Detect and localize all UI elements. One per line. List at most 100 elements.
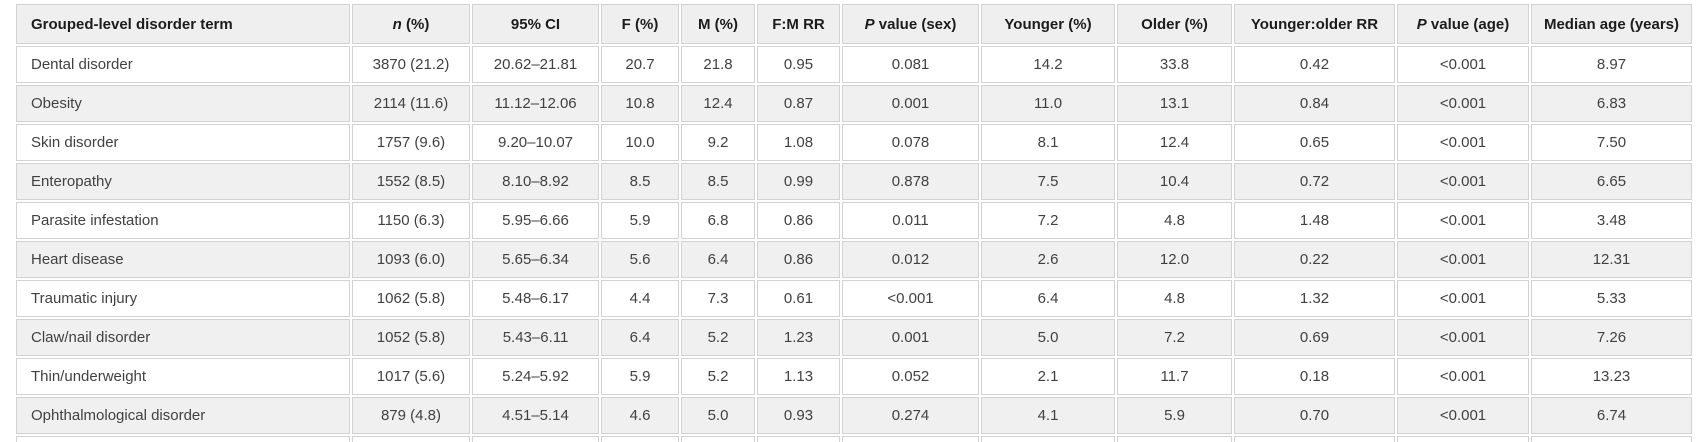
cell-fm-rr: 0.86 [757,202,840,239]
table-row: Thin/underweight 1017 (5.6) 5.24–5.92 5.9 5.… [16,358,1692,395]
cell-older-pct: 4.8 [1117,280,1232,317]
cell-p-value-age: <0.001 [1397,397,1529,434]
header-label: Younger (%) [1004,15,1092,33]
cell-p-value-sex: 0.011 [842,202,979,239]
cell-p-value-sex: 0.878 [842,163,979,200]
cell-older-pct: 11.7 [1117,358,1232,395]
cell-f-pct: 20.7 [601,46,679,83]
cell-n-pct: 1150 (6.3) [352,202,470,239]
header-label: F:M RR [772,15,825,33]
cell-m-pct: 6.8 [681,202,755,239]
cell-median-age: 7.50 [1531,124,1692,161]
cell-younger-pct: 7.5 [981,163,1115,200]
cell-median-age: 6.65 [1531,163,1692,200]
cell-p-value-sex: 0.081 [842,46,979,83]
table-row: Obesity 2114 (11.6) 11.12–12.06 10.8 12.4 0.8… [16,85,1692,122]
cell-clipped [1397,436,1529,442]
table-row: Enteropathy 1552 (8.5) 8.10–8.92 8.5 8.5 0.99… [16,163,1692,200]
cell-older-pct: 12.4 [1117,124,1232,161]
disorder-prevalence-table: Grouped-level disorder term n (%) 95% CI F … [14,2,1694,442]
column-header-p-value-age: P value (age) [1397,4,1529,44]
cell-younger-pct: 5.0 [981,319,1115,356]
cell-f-pct: 4.4 [601,280,679,317]
column-header-younger-older-rr: Younger:older RR [1234,4,1395,44]
cell-median-age: 7.26 [1531,319,1692,356]
cell-median-age: 6.74 [1531,397,1692,434]
cell-term: Claw/nail disorder [16,319,350,356]
cell-ci-95: 5.24–5.92 [472,358,599,395]
cell-m-pct: 12.4 [681,85,755,122]
cell-m-pct: 21.8 [681,46,755,83]
cell-younger-older-rr: 0.42 [1234,46,1395,83]
header-label: Median age (years) [1543,15,1680,33]
cell-younger-pct: 2.1 [981,358,1115,395]
cell-ci-95: 5.95–6.66 [472,202,599,239]
cell-median-age: 6.83 [1531,85,1692,122]
cell-p-value-age: <0.001 [1397,358,1529,395]
cell-p-value-age: <0.001 [1397,280,1529,317]
column-header-term: Grouped-level disorder term [16,4,350,44]
cell-ci-95: 4.51–5.14 [472,397,599,434]
cell-n-pct: 1093 (6.0) [352,241,470,278]
table-row: Traumatic injury 1062 (5.8) 5.48–6.17 4.4 7.… [16,280,1692,317]
table-row: Skin disorder 1757 (9.6) 9.20–10.07 10.0 9.2… [16,124,1692,161]
header-label: 95% CI [510,15,561,33]
header-label: value (age) [1426,15,1510,33]
column-header-n-pct: n (%) [352,4,470,44]
cell-f-pct: 10.8 [601,85,679,122]
cell-ci-95: 5.65–6.34 [472,241,599,278]
cell-fm-rr: 0.86 [757,241,840,278]
cell-f-pct: 4.6 [601,397,679,434]
column-header-p-value-sex: P value (sex) [842,4,979,44]
cell-younger-pct: 7.2 [981,202,1115,239]
cell-older-pct: 13.1 [1117,85,1232,122]
cell-clipped [352,436,470,442]
cell-younger-pct: 14.2 [981,46,1115,83]
cell-f-pct: 5.6 [601,241,679,278]
cell-term: Dental disorder [16,46,350,83]
header-label: value (sex) [874,15,957,33]
cell-clipped [842,436,979,442]
table-header-row: Grouped-level disorder term n (%) 95% CI F … [16,4,1692,44]
cell-younger-older-rr: 0.69 [1234,319,1395,356]
cell-term: Obesity [16,85,350,122]
cell-term: Parasite infestation [16,202,350,239]
cell-p-value-age: <0.001 [1397,202,1529,239]
table-row: Dental disorder 3870 (21.2) 20.62–21.81 20.… [16,46,1692,83]
cell-term: Thin/underweight [16,358,350,395]
cell-term: Ophthalmological disorder [16,397,350,434]
cell-clipped [757,436,840,442]
column-header-ci-95: 95% CI [472,4,599,44]
cell-younger-older-rr: 1.48 [1234,202,1395,239]
cell-clipped [1117,436,1232,442]
cell-p-value-sex: 0.012 [842,241,979,278]
cell-clipped [1234,436,1395,442]
cell-f-pct: 10.0 [601,124,679,161]
cell-older-pct: 33.8 [1117,46,1232,83]
cell-fm-rr: 0.87 [757,85,840,122]
table-row: Heart disease 1093 (6.0) 5.65–6.34 5.6 6.4 0.… [16,241,1692,278]
cell-p-value-age: <0.001 [1397,319,1529,356]
header-italic-symbol: P [864,15,875,33]
cell-clipped [16,436,350,442]
cell-f-pct: 5.9 [601,358,679,395]
cell-m-pct: 8.5 [681,163,755,200]
column-header-m-pct: M (%) [681,4,755,44]
cell-median-age: 12.31 [1531,241,1692,278]
cell-n-pct: 1052 (5.8) [352,319,470,356]
cell-older-pct: 4.8 [1117,202,1232,239]
header-label: (%) [401,15,430,33]
cell-older-pct: 10.4 [1117,163,1232,200]
cell-clipped [472,436,599,442]
cell-fm-rr: 0.95 [757,46,840,83]
table-row: Claw/nail disorder 1052 (5.8) 5.43–6.11 6.4… [16,319,1692,356]
cell-ci-95: 5.48–6.17 [472,280,599,317]
cell-p-value-age: <0.001 [1397,85,1529,122]
cell-p-value-age: <0.001 [1397,124,1529,161]
header-label: F (%) [621,15,659,33]
cell-p-value-age: <0.001 [1397,46,1529,83]
cell-fm-rr: 0.99 [757,163,840,200]
cell-n-pct: 2114 (11.6) [352,85,470,122]
cell-p-value-age: <0.001 [1397,163,1529,200]
